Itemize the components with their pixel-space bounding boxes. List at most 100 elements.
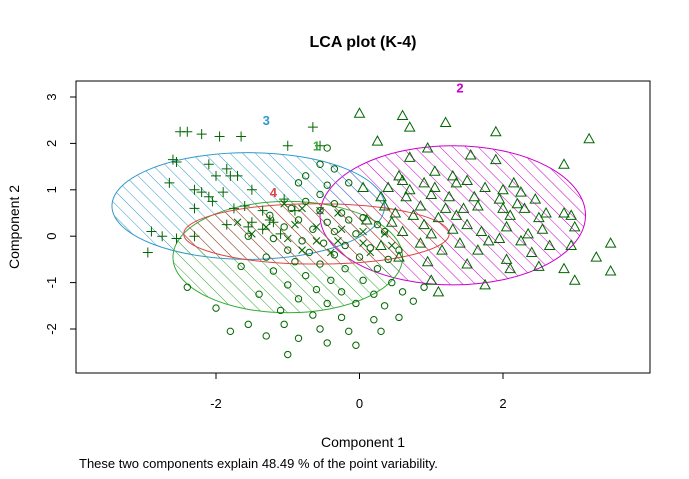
point-cluster-2 [428, 165, 441, 176]
point-cluster-1 [327, 276, 335, 284]
x-axis: -2 0 2 [210, 373, 507, 411]
y-tick-label: -1 [44, 277, 59, 289]
point-cluster-1 [337, 288, 346, 296]
point-cluster-2 [475, 225, 488, 237]
point-cluster-2 [414, 200, 427, 211]
cluster-ellipse-4 [183, 203, 450, 265]
point-cluster-2 [439, 116, 452, 128]
point-cluster-1 [370, 316, 378, 324]
point-cluster-2 [472, 244, 484, 255]
point-cluster-2 [497, 202, 509, 213]
point-cluster-1 [280, 320, 288, 329]
point-cluster-1 [269, 267, 278, 275]
point-cluster-3 [221, 163, 232, 174]
point-cluster-1 [380, 302, 389, 310]
point-cluster-1 [294, 179, 303, 187]
point-cluster-2 [393, 251, 405, 262]
point-cluster-1 [345, 179, 353, 187]
point-cluster-1 [298, 237, 306, 245]
point-cluster-4 [359, 227, 367, 236]
point-cluster-1 [352, 299, 360, 308]
point-cluster-2 [403, 121, 416, 132]
point-cluster-1 [352, 341, 360, 349]
point-cluster-2 [583, 132, 595, 144]
point-cluster-2 [396, 109, 409, 121]
point-cluster-2 [375, 239, 387, 250]
y-tick-label: 2 [44, 140, 59, 147]
point-cluster-2 [493, 232, 506, 244]
point-cluster-3 [207, 196, 218, 207]
point-cluster-2 [450, 176, 463, 188]
point-cluster-3 [289, 205, 300, 216]
point-cluster-2 [604, 237, 617, 248]
point-cluster-2 [540, 206, 552, 218]
point-cluster-4 [233, 218, 242, 227]
point-cluster-1 [316, 325, 324, 333]
point-cluster-3 [142, 247, 153, 258]
point-cluster-1 [341, 264, 349, 273]
point-cluster-2 [421, 142, 434, 153]
point-cluster-1 [316, 190, 324, 199]
point-cluster-2 [357, 181, 369, 192]
point-cluster-4 [312, 236, 321, 245]
point-cluster-1 [373, 264, 382, 273]
point-cluster-2 [529, 193, 542, 204]
point-cluster-2 [568, 220, 581, 232]
point-cluster-2 [378, 200, 391, 211]
point-cluster-2 [446, 223, 459, 234]
point-cluster-3 [257, 205, 268, 216]
point-cluster-1 [284, 246, 292, 254]
y-tick-label: 0 [44, 233, 59, 240]
point-cluster-1 [395, 313, 403, 322]
cluster-label-4: 4 [270, 185, 278, 200]
point-cluster-3 [214, 131, 225, 142]
point-cluster-2 [515, 234, 527, 246]
point-cluster-2 [439, 202, 452, 213]
point-cluster-2 [418, 176, 430, 188]
point-cluster-1 [212, 304, 220, 312]
point-cluster-3 [279, 194, 290, 205]
point-cluster-4 [262, 223, 271, 231]
point-cluster-4 [291, 220, 299, 229]
point-cluster-2 [396, 174, 409, 186]
point-cluster-2 [558, 206, 570, 218]
y-tick-label: 1 [44, 186, 59, 193]
point-cluster-3 [171, 156, 182, 167]
point-cluster-1 [359, 213, 367, 222]
point-cluster-1 [316, 206, 324, 215]
point-cluster-2 [446, 169, 459, 181]
point-cluster-3 [146, 226, 157, 237]
point-cluster-1 [352, 230, 360, 238]
point-cluster-1 [312, 285, 321, 294]
point-cluster-2 [489, 153, 502, 165]
cluster-labels: 2 3 1 4 [263, 81, 464, 200]
point-cluster-3 [211, 170, 221, 181]
point-cluster-3 [157, 231, 168, 242]
point-cluster-2 [414, 237, 427, 248]
point-cluster-4 [380, 230, 389, 238]
point-cluster-1 [266, 211, 274, 220]
point-cluster-1 [395, 246, 403, 254]
point-cluster-1 [388, 278, 396, 287]
point-cluster-3 [282, 140, 293, 151]
point-cluster-3 [232, 170, 243, 181]
point-cluster-1 [359, 276, 367, 284]
point-cluster-2 [479, 278, 491, 290]
point-cluster-2 [518, 202, 531, 213]
point-cluster-1 [323, 144, 331, 152]
point-cluster-1 [301, 197, 310, 206]
point-cluster-3 [196, 187, 207, 198]
point-cluster-1 [294, 216, 303, 224]
point-cluster-1 [345, 327, 353, 336]
point-cluster-1 [377, 327, 385, 336]
point-cluster-4 [283, 234, 292, 243]
point-cluster-3 [189, 203, 200, 214]
cluster-label-2: 2 [456, 81, 463, 96]
point-cluster-2 [461, 218, 473, 230]
point-cluster-4 [280, 199, 289, 208]
point-cluster-2 [565, 209, 578, 220]
point-cluster-4 [312, 223, 321, 231]
point-cluster-2 [418, 218, 430, 230]
point-cluster-1 [330, 200, 339, 208]
x-tick-label: 2 [499, 396, 506, 411]
